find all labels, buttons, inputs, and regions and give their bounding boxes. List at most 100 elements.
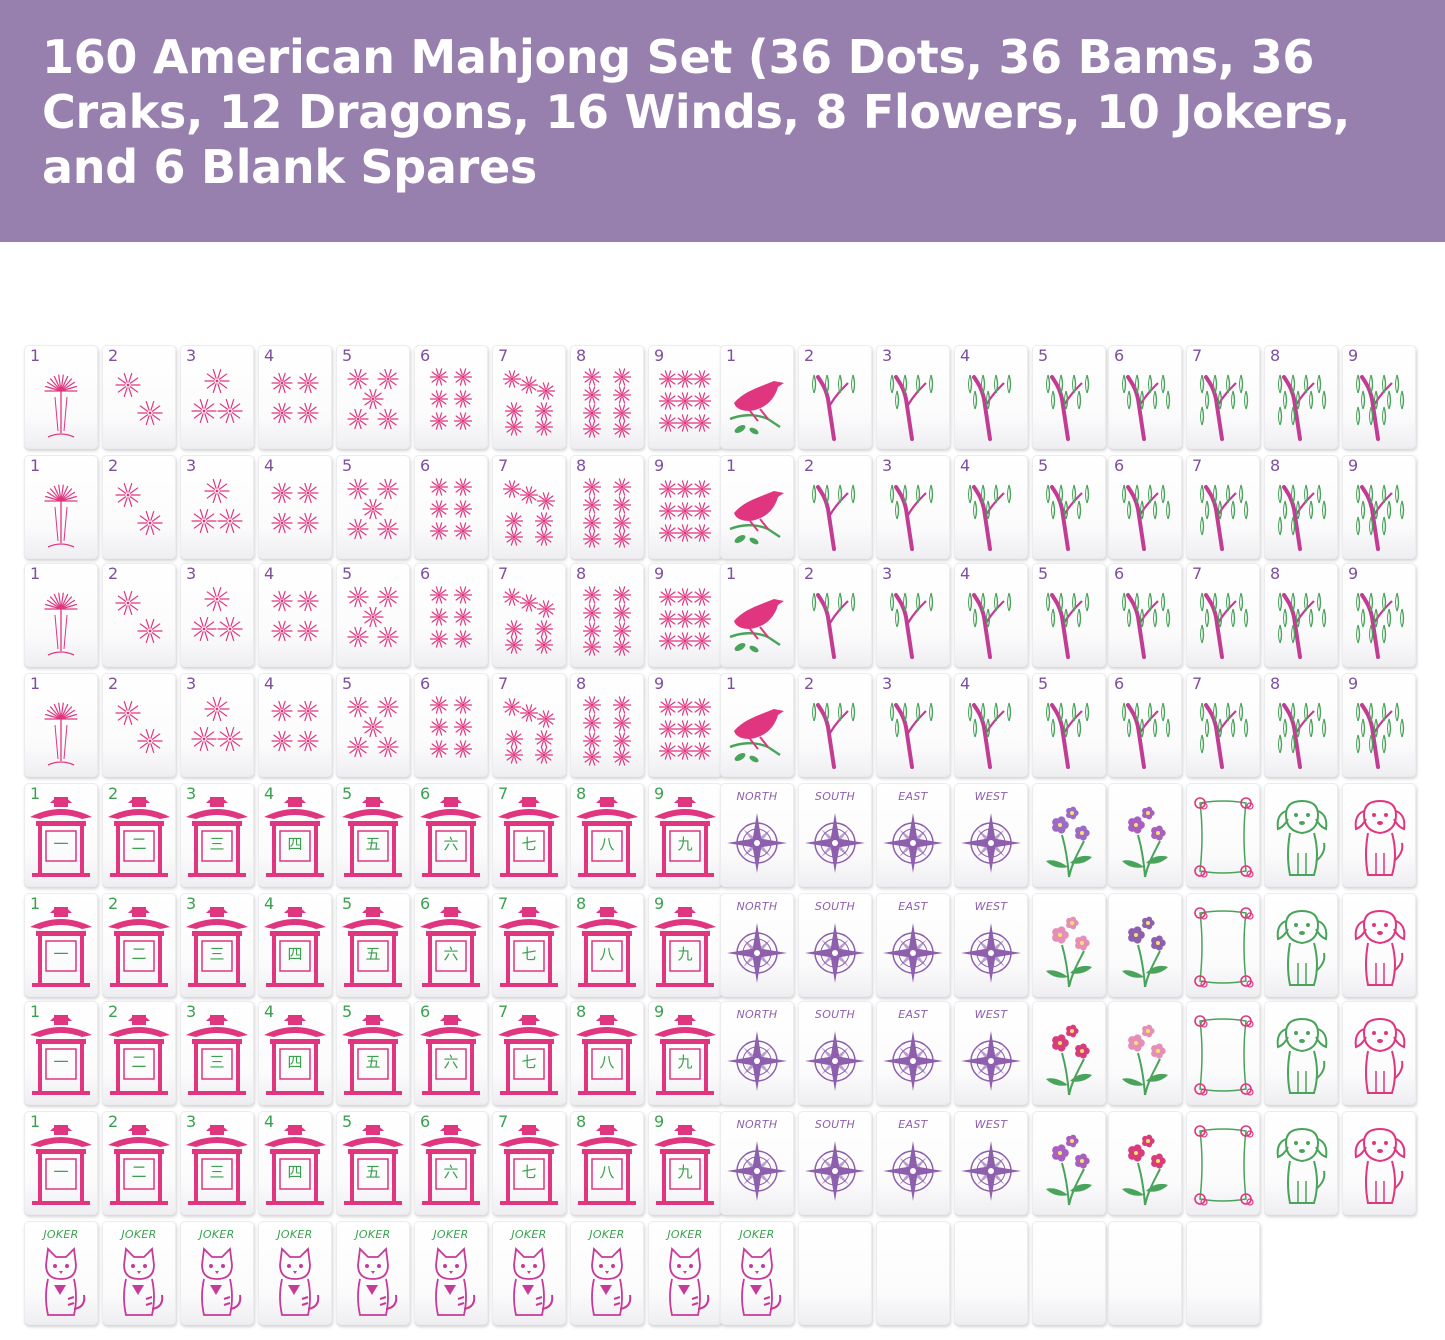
pagoda-icon: [342, 1015, 404, 1095]
willow-tree-icon: [812, 484, 856, 551]
firework-dot-icon: [347, 696, 399, 758]
pagoda-icon: [654, 1015, 716, 1095]
bird-icon: [729, 381, 784, 435]
tile-number: 9: [1348, 564, 1359, 583]
tile-number: 3: [186, 564, 197, 583]
tile-label: NORTH: [736, 790, 778, 803]
tile-number: 5: [1038, 456, 1049, 475]
firework-dot-icon: [115, 372, 163, 426]
tile-number: 4: [960, 346, 971, 365]
wind-tile: WEST: [954, 1111, 1028, 1215]
dot-tile: 7: [492, 345, 566, 449]
bam-tile: 2: [798, 563, 872, 667]
willow-tree-icon: [1200, 484, 1249, 551]
joker-tile: JOKER: [102, 1221, 176, 1325]
crak-character: 四: [287, 945, 303, 963]
tile-number: 4: [264, 674, 275, 693]
bam-tile: 5: [1032, 673, 1106, 777]
compass-icon: [805, 923, 865, 983]
tile-number: 1: [30, 346, 41, 365]
tile-number: 1: [30, 1112, 41, 1131]
tile-label: WEST: [974, 1008, 1008, 1021]
wind-tile: EAST: [876, 1111, 950, 1215]
dot-tile: 5: [336, 455, 410, 559]
crak-character: 九: [677, 835, 693, 853]
soap-frame-icon: [1194, 907, 1254, 988]
pagoda-icon: [420, 907, 482, 987]
tile-number: 7: [498, 784, 509, 803]
crak-character: 二: [131, 945, 147, 963]
dot-tile: 2: [102, 455, 176, 559]
cat-icon: [201, 1247, 242, 1316]
tile-number: 8: [576, 346, 587, 365]
cat-icon: [357, 1247, 398, 1316]
pagoda-icon: [342, 797, 404, 877]
wind-tile: NORTH: [720, 1001, 794, 1105]
tile-label: JOKER: [199, 1228, 235, 1241]
firework-dot-icon: [347, 368, 399, 430]
dot-tile: 9: [648, 563, 722, 667]
tile-number: 3: [186, 784, 197, 803]
tile-number: 7: [498, 1112, 509, 1131]
bam-tile: 9: [1342, 345, 1416, 449]
firework-dot-icon: [44, 592, 78, 656]
pagoda-icon: [186, 1125, 248, 1205]
wind-tile: NORTH: [720, 1111, 794, 1215]
tile-number: 4: [264, 894, 275, 913]
soap-dragon-tile: [1186, 1001, 1260, 1105]
green-dragon-tile: [1264, 893, 1338, 997]
blank-tile: [1032, 1221, 1106, 1325]
crak-character: 六: [443, 945, 459, 963]
crak-character: 六: [443, 835, 459, 853]
wind-tile: WEST: [954, 1001, 1028, 1105]
crak-character: 八: [599, 1053, 615, 1071]
soap-dragon-tile: [1186, 893, 1260, 997]
dot-tile: 4: [258, 345, 332, 449]
dot-tile: 6: [414, 563, 488, 667]
tile-label: JOKER: [589, 1228, 625, 1241]
compass-icon: [961, 813, 1021, 873]
firework-dot-icon: [271, 372, 319, 424]
dog-icon: [1354, 799, 1406, 876]
tile-number: 5: [342, 784, 353, 803]
flower-icon: [1122, 1134, 1168, 1206]
tile-number: 6: [420, 894, 431, 913]
bam-tile: 7: [1186, 455, 1260, 559]
crak-character: 二: [131, 1163, 147, 1181]
willow-tree-icon: [968, 592, 1012, 659]
red-dragon-tile: [1342, 783, 1416, 887]
dot-tile: 2: [102, 673, 176, 777]
tile-number: 6: [420, 784, 431, 803]
dog-icon: [1354, 1127, 1406, 1204]
willow-tree-icon: [1200, 592, 1249, 659]
pagoda-icon: [342, 1125, 404, 1205]
blank-tile: [876, 1221, 950, 1325]
tile-number: 8: [576, 456, 587, 475]
title-banner: 160 American Mahjong Set (36 Dots, 36 Ba…: [0, 0, 1445, 242]
willow-tree-icon: [1046, 484, 1090, 551]
joker-tile: JOKER: [180, 1221, 254, 1325]
wind-tile: EAST: [876, 783, 950, 887]
pagoda-icon: [420, 1015, 482, 1095]
tile-number: 2: [108, 1112, 119, 1131]
dog-icon: [1276, 799, 1328, 876]
tile-number: 5: [342, 346, 353, 365]
dog-icon: [1276, 1127, 1328, 1204]
tile-number: 4: [264, 784, 275, 803]
pagoda-icon: [498, 907, 560, 987]
tile-number: 9: [1348, 456, 1359, 475]
tile-number: 5: [342, 564, 353, 583]
soap-dragon-tile: [1186, 1111, 1260, 1215]
willow-tree-icon: [890, 702, 934, 769]
flower-tile: [1032, 1111, 1106, 1215]
flower-icon: [1122, 916, 1168, 988]
bird-icon: [729, 491, 784, 545]
dot-tile: 3: [180, 345, 254, 449]
